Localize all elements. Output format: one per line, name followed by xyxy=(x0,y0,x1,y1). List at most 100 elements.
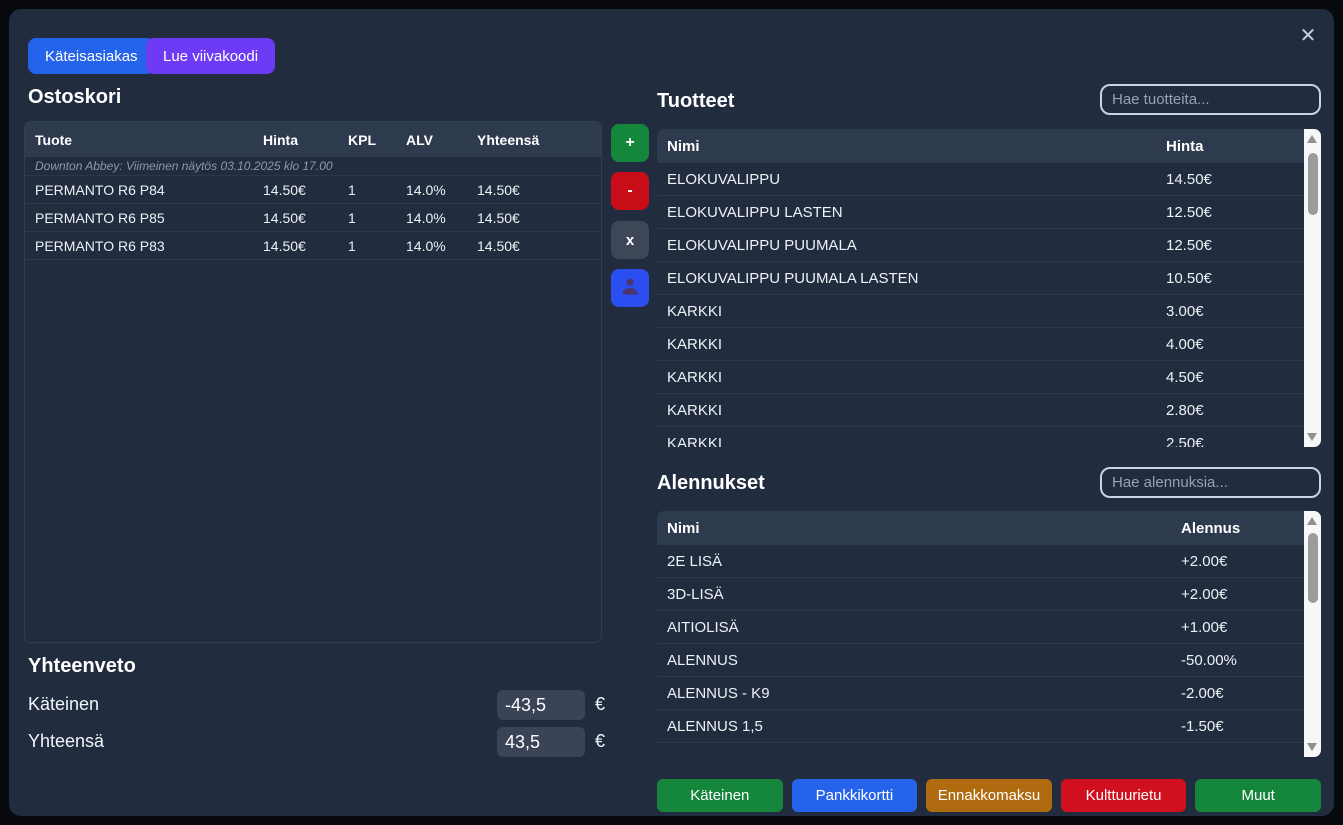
discounts-table-header: Nimi Alennus xyxy=(657,511,1321,545)
cart-cell-product: PERMANTO R6 P84 xyxy=(35,181,165,198)
product-name: KARKKI xyxy=(667,302,723,320)
total-amount-input[interactable] xyxy=(497,727,585,757)
discounts-col-discount: Alennus xyxy=(1181,519,1241,537)
product-row[interactable]: KARKKI 2.80€ xyxy=(657,394,1321,427)
discount-name: 2E LISÄ xyxy=(667,552,723,570)
product-price: 4.50€ xyxy=(1166,368,1204,386)
discount-value: +2.00€ xyxy=(1181,552,1228,570)
pay-other-button[interactable]: Muut xyxy=(1195,779,1321,812)
cart-cell-total: 14.50€ xyxy=(477,209,520,226)
scroll-down-icon[interactable] xyxy=(1304,738,1321,755)
cart-cell-vat: 14.0% xyxy=(406,181,446,198)
cart-cell-total: 14.50€ xyxy=(477,181,520,198)
product-name: ELOKUVALIPPU xyxy=(667,170,781,188)
pay-culture-benefit-button[interactable]: Kulttuurietu xyxy=(1060,779,1187,812)
cash-unit: € xyxy=(595,694,606,714)
remove-item-button[interactable]: x xyxy=(611,221,649,259)
scroll-down-icon[interactable] xyxy=(1304,428,1321,445)
discount-name: ALENNUS - K9 xyxy=(667,684,770,702)
cart-table-header: Tuote Hinta KPL ALV Yhteensä xyxy=(25,122,601,157)
scroll-up-icon[interactable] xyxy=(1304,131,1321,148)
read-barcode-button[interactable]: Lue viivakoodi xyxy=(146,38,276,74)
product-row[interactable]: KARKKI 2.50€ xyxy=(657,427,1321,448)
product-row[interactable]: KARKKI 4.00€ xyxy=(657,328,1321,361)
scroll-up-icon[interactable] xyxy=(1304,513,1321,530)
scroll-thumb[interactable] xyxy=(1307,153,1318,215)
discount-row[interactable]: AITIOLISÄ +1.00€ xyxy=(657,611,1321,644)
discounts-search-input[interactable] xyxy=(1100,467,1321,498)
discount-row[interactable]: 3D-LISÄ +2.00€ xyxy=(657,578,1321,611)
discounts-title: Alennukset xyxy=(657,472,765,494)
cart-cell-qty: 1 xyxy=(348,181,356,198)
discount-row[interactable]: ALENNUS - K9 -2.00€ xyxy=(657,677,1321,710)
product-row[interactable]: ELOKUVALIPPU PUUMALA LASTEN 10.50€ xyxy=(657,262,1321,295)
product-name: KARKKI xyxy=(667,335,723,353)
customer-button[interactable] xyxy=(611,269,649,307)
cart-col-vat: ALV xyxy=(406,131,433,148)
cart-cell-vat: 14.0% xyxy=(406,209,446,226)
product-name: ELOKUVALIPPU PUUMALA xyxy=(667,236,857,254)
cart-title: Ostoskori xyxy=(28,86,122,108)
product-price: 10.50€ xyxy=(1166,269,1212,287)
cart-col-total: Yhteensä xyxy=(477,131,540,148)
cart-row[interactable]: PERMANTO R6 P85 14.50€ 1 14.0% 14.50€ xyxy=(25,204,601,232)
product-price: 14.50€ xyxy=(1166,170,1212,188)
product-name: ELOKUVALIPPU PUUMALA LASTEN xyxy=(667,269,919,287)
cart-cell-vat: 14.0% xyxy=(406,237,446,254)
discount-value: -50.00% xyxy=(1181,651,1237,669)
cart-cell-price: 14.50€ xyxy=(263,209,306,226)
product-name: ELOKUVALIPPU LASTEN xyxy=(667,203,843,221)
summary-label-cash: Käteinen xyxy=(28,694,100,714)
product-name: KARKKI xyxy=(667,368,723,386)
product-name: KARKKI xyxy=(667,401,723,419)
person-icon xyxy=(618,274,642,303)
products-title: Tuotteet xyxy=(657,90,735,112)
summary-title: Yhteenveto xyxy=(28,655,136,677)
product-row[interactable]: KARKKI 4.50€ xyxy=(657,361,1321,394)
discount-row[interactable]: ALENNUS 1,5 -1.50€ xyxy=(657,710,1321,743)
discounts-table: Nimi Alennus 2E LISÄ +2.00€ 3D-LISÄ +2.0… xyxy=(657,511,1321,757)
product-row[interactable]: ELOKUVALIPPU PUUMALA 12.50€ xyxy=(657,229,1321,262)
discounts-col-name: Nimi xyxy=(667,519,700,537)
product-price: 3.00€ xyxy=(1166,302,1204,320)
pay-cash-button[interactable]: Käteinen xyxy=(657,779,783,812)
cart-cell-total: 14.50€ xyxy=(477,237,520,254)
cart-cell-product: PERMANTO R6 P83 xyxy=(35,237,165,254)
cart-table: Tuote Hinta KPL ALV Yhteensä Downton Abb… xyxy=(24,121,602,643)
payment-buttons: Käteinen Pankkikortti Ennakkomaksu Kultt… xyxy=(657,779,1321,812)
product-row[interactable]: ELOKUVALIPPU LASTEN 12.50€ xyxy=(657,196,1321,229)
cart-col-price: Hinta xyxy=(263,131,298,148)
scroll-thumb[interactable] xyxy=(1307,533,1318,603)
discount-name: AITIOLISÄ xyxy=(667,618,739,636)
discount-name: ALENNUS 1,5 xyxy=(667,717,763,735)
discount-value: +1.00€ xyxy=(1181,618,1228,636)
discount-row[interactable]: 2E LISÄ +2.00€ xyxy=(657,545,1321,578)
discount-name: 3D-LISÄ xyxy=(667,585,724,603)
products-table-header: Nimi Hinta xyxy=(657,129,1321,163)
cart-group-header: Downton Abbey: Viimeinen näytös 03.10.20… xyxy=(25,157,601,176)
cart-row[interactable]: PERMANTO R6 P84 14.50€ 1 14.0% 14.50€ xyxy=(25,176,601,204)
close-icon[interactable]: ✕ xyxy=(1294,22,1322,50)
product-price: 2.80€ xyxy=(1166,401,1204,419)
pay-card-button[interactable]: Pankkikortti xyxy=(791,779,918,812)
cash-customer-button[interactable]: Käteisasiakas xyxy=(28,38,155,74)
products-scrollbar[interactable] xyxy=(1304,129,1321,447)
cart-row[interactable]: PERMANTO R6 P83 14.50€ 1 14.0% 14.50€ xyxy=(25,232,601,260)
discount-name: ALENNUS xyxy=(667,651,738,669)
increase-qty-button[interactable]: + xyxy=(611,124,649,162)
decrease-qty-button[interactable]: - xyxy=(611,172,649,210)
discounts-scrollbar[interactable] xyxy=(1304,511,1321,757)
products-col-name: Nimi xyxy=(667,137,700,155)
products-col-price: Hinta xyxy=(1166,137,1204,155)
discount-row[interactable]: ALENNUS -50.00% xyxy=(657,644,1321,677)
pay-prepayment-button[interactable]: Ennakkomaksu xyxy=(926,779,1052,812)
product-price: 2.50€ xyxy=(1166,434,1204,448)
cash-amount-input[interactable] xyxy=(497,690,585,720)
product-row[interactable]: ELOKUVALIPPU 14.50€ xyxy=(657,163,1321,196)
products-search-input[interactable] xyxy=(1100,84,1321,115)
cart-cell-qty: 1 xyxy=(348,237,356,254)
product-row[interactable]: KARKKI 3.00€ xyxy=(657,295,1321,328)
product-name: KARKKI xyxy=(667,434,723,448)
discount-value: -2.00€ xyxy=(1181,684,1224,702)
